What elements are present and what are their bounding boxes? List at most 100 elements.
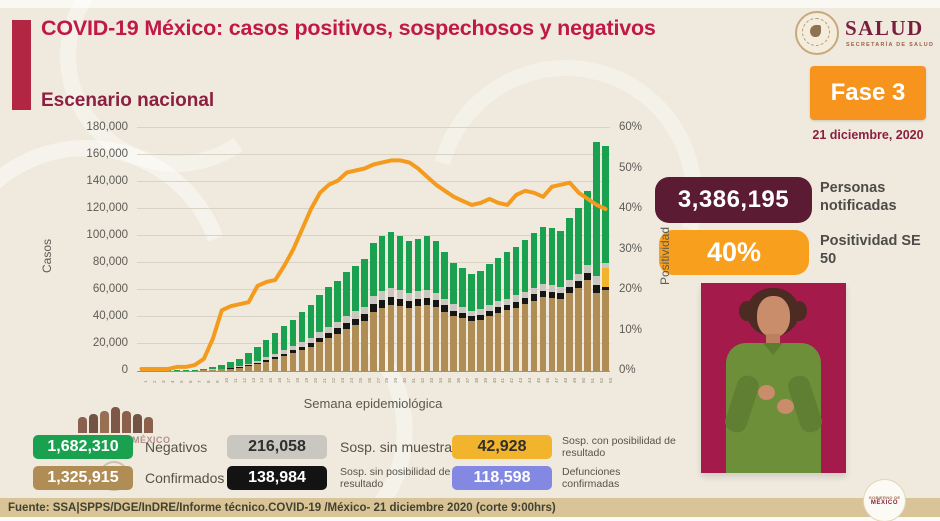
y-axis-tick-left: 60,000 [92, 283, 128, 295]
bar-week-33 [423, 236, 431, 371]
bar-segment [236, 367, 243, 371]
bar-segment [477, 309, 484, 315]
bar-segment [477, 271, 484, 310]
x-axis-tick: 18 [295, 377, 301, 383]
bar-week-24 [343, 272, 350, 371]
bar-segment [432, 241, 440, 293]
bar-segment [414, 299, 422, 307]
bar-segment [316, 331, 323, 338]
x-axis-tick: 9 [214, 380, 220, 383]
bar-segment [200, 370, 207, 371]
x-axis-tick: 49 [571, 377, 577, 383]
bar-week-19 [298, 311, 306, 371]
bar-segment [602, 287, 609, 290]
bar-week-27 [370, 242, 377, 371]
bar-week-11 [227, 362, 234, 371]
bar-segment [414, 306, 422, 371]
bar-segment [414, 238, 422, 292]
bar-segment [298, 346, 306, 351]
bar-segment [512, 301, 520, 308]
bar-segment [441, 311, 448, 371]
bar-segment [521, 298, 529, 305]
x-axis-tick: 28 [384, 377, 390, 383]
bar-week-16 [271, 333, 279, 371]
bar-segment [441, 305, 448, 312]
positivity-line [139, 158, 608, 371]
bar-segment [477, 314, 484, 320]
x-axis-tick: 37 [464, 377, 470, 383]
bar-segment [405, 301, 413, 309]
bar-segment [387, 288, 395, 298]
bar-segment [271, 353, 279, 357]
y-axis-tick-right: 10% [619, 323, 643, 336]
bar-segment [414, 291, 422, 300]
bar-segment [602, 145, 609, 264]
legend-badge-defunciones: 118,598 [452, 466, 552, 490]
bar-segment [405, 308, 413, 371]
bar-segment [468, 321, 475, 371]
bar-week-13 [245, 353, 252, 371]
bar-segment [503, 304, 511, 311]
bar-segment [209, 366, 216, 370]
x-axis-tick: 46 [545, 377, 551, 383]
bar-segment [405, 241, 413, 294]
bar-segment [396, 306, 404, 371]
bar-segment [432, 300, 440, 307]
x-axis-tick: 47 [553, 377, 559, 383]
bar-segment [236, 358, 243, 367]
title-accent-bar [12, 20, 31, 110]
plot-area: 0 20,000 40,000 60,000 80,000 100,000 120,000 1… [86, 121, 642, 383]
bar-segment [396, 290, 404, 299]
bar-segment [361, 314, 368, 322]
bar-segment [575, 281, 582, 288]
bar-week-39 [477, 271, 484, 371]
x-axis-tick: 35 [446, 377, 452, 383]
bar-week-20 [307, 304, 315, 371]
phase-badge: Fase 3 [810, 66, 926, 120]
bar-segment [325, 287, 332, 327]
bar-week-52 [593, 141, 600, 371]
bar-week-38 [468, 273, 475, 371]
bar-segment [387, 304, 395, 371]
bar-segment [378, 300, 386, 308]
bar-week-15 [262, 340, 270, 371]
bar-segment [307, 337, 315, 343]
bar-segment [539, 290, 547, 298]
bar-segment [494, 307, 502, 313]
bar-week-14 [254, 346, 261, 371]
bar-segment [584, 272, 591, 280]
bar-week-12 [236, 358, 243, 371]
x-axis-tick: 53 [607, 377, 613, 383]
x-axis-tick: 14 [259, 377, 265, 383]
bar-segment [486, 305, 493, 312]
x-axis-tick: 20 [313, 377, 319, 383]
bar-segment [254, 363, 261, 371]
bar-segment [530, 287, 538, 295]
bar-segment [396, 236, 404, 291]
bar-week-32 [414, 238, 422, 371]
bar-segment [450, 263, 457, 305]
bar-segment [530, 233, 538, 288]
x-axis-tick: 16 [277, 377, 283, 383]
x-axis-tick: 52 [598, 377, 604, 383]
y-axis-tick-left: 140,000 [86, 175, 128, 187]
bar-segment [334, 280, 341, 322]
x-axis-tick: 10 [223, 377, 229, 383]
bar-segment [593, 292, 600, 371]
bar-week-22 [325, 287, 332, 371]
bar-week-35 [441, 252, 448, 371]
bar-segment [387, 231, 395, 289]
salud-wordmark: SALUD [845, 16, 924, 40]
bar-segment [521, 304, 529, 371]
bar-segment [245, 365, 252, 367]
x-axis-tick: 27 [375, 377, 381, 383]
bar-segment [361, 258, 368, 307]
bar-segment [459, 313, 466, 319]
bar-segment [325, 332, 332, 338]
x-axis-tick: 23 [339, 377, 345, 383]
legend-badge-negativos: 1,682,310 [33, 435, 133, 459]
bar-segment [325, 326, 332, 333]
bar-week-44 [521, 240, 529, 371]
bar-segment [593, 284, 600, 293]
bar-segment [575, 207, 582, 274]
